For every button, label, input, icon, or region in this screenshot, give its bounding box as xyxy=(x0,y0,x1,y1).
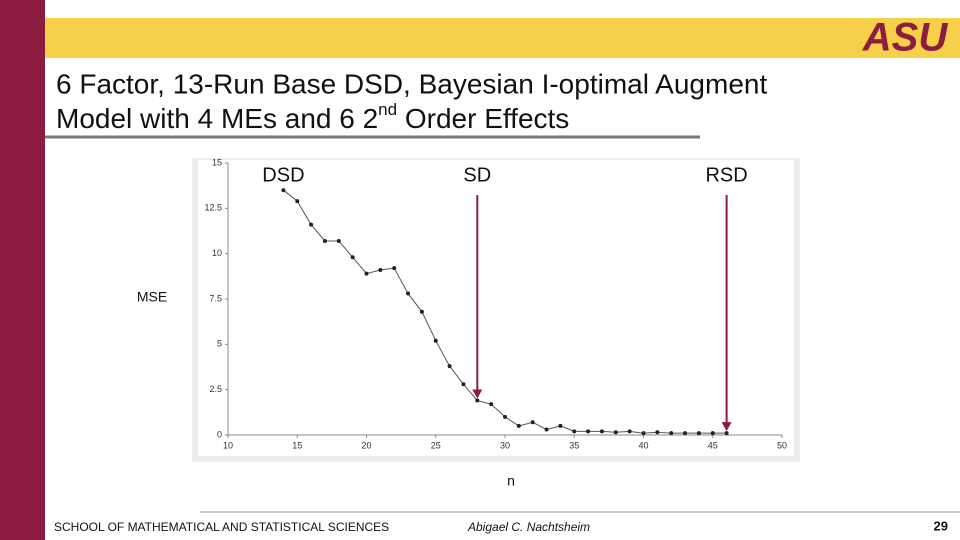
data-point xyxy=(281,188,286,193)
y-tick-label: 12.5 xyxy=(204,203,222,213)
arrow-head xyxy=(472,389,483,399)
annotation-label: SD xyxy=(463,164,491,186)
left-bar xyxy=(0,0,45,540)
title-superscript: nd xyxy=(378,100,397,119)
data-point xyxy=(350,255,355,260)
x-tick-label: 35 xyxy=(569,440,579,450)
y-tick-label: 15 xyxy=(212,157,222,167)
data-point xyxy=(392,266,397,271)
data-point xyxy=(489,402,494,407)
data-point xyxy=(710,431,715,436)
x-axis-label: n xyxy=(507,473,515,489)
plot: 0 2.5 5 7.5 10 12.5 15 10 15 20 25 30 35 40 45 50 DSD SD R… xyxy=(204,157,787,450)
data-point xyxy=(322,238,327,243)
x-tick-label: 30 xyxy=(500,440,510,450)
data-point xyxy=(655,430,660,435)
data-point xyxy=(641,431,646,436)
x-tick-label: 20 xyxy=(361,440,371,450)
x-tick-label: 15 xyxy=(292,440,302,450)
data-point xyxy=(503,414,507,419)
data-point xyxy=(295,199,300,204)
data-point xyxy=(572,429,577,434)
x-tick-label: 50 xyxy=(777,440,787,450)
annotation-label: RSD xyxy=(705,164,747,186)
data-point xyxy=(530,420,535,425)
data-point xyxy=(516,423,521,428)
x-tick-label: 25 xyxy=(431,440,441,450)
data-point xyxy=(447,364,452,369)
footer-school: SCHOOL OF MATHEMATICAL AND STATISTICAL S… xyxy=(54,520,389,534)
data-point xyxy=(599,429,604,434)
slide-title: Model with 4 MEs and 6 2nd Order Effects xyxy=(56,100,569,134)
data-point xyxy=(461,382,466,387)
data-point xyxy=(309,222,314,227)
data-point xyxy=(336,238,341,243)
data-point xyxy=(558,423,563,428)
data-point xyxy=(475,398,480,403)
title-text: Model with 4 MEs and 6 2 xyxy=(56,103,378,134)
x-tick-label: 40 xyxy=(638,440,648,450)
data-point xyxy=(627,429,632,434)
data-point xyxy=(683,431,688,436)
data-point xyxy=(378,267,383,272)
arrow-head xyxy=(721,422,732,432)
header-band xyxy=(45,18,960,58)
y-tick-label: 7.5 xyxy=(209,293,222,303)
data-point xyxy=(406,291,411,296)
slide-title: 6 Factor, 13-Run Base DSD, Bayesian I-op… xyxy=(56,68,767,99)
data-point xyxy=(544,427,549,432)
logo: ASU xyxy=(862,16,949,60)
y-axis-label: MSE xyxy=(137,289,167,305)
title-text: Order Effects xyxy=(397,103,569,134)
y-tick-label: 2.5 xyxy=(209,384,222,394)
data-point xyxy=(669,431,674,436)
data-point xyxy=(433,338,438,343)
data-point xyxy=(696,431,701,436)
y-tick-label: 0 xyxy=(217,429,222,439)
data-point xyxy=(586,429,591,434)
y-tick-label: 5 xyxy=(217,339,222,349)
plot-background xyxy=(198,160,794,456)
page-number: 29 xyxy=(934,518,948,533)
x-tick-label: 10 xyxy=(223,440,233,450)
data-point xyxy=(613,430,618,435)
data-point xyxy=(724,431,729,436)
x-tick-label: 45 xyxy=(708,440,718,450)
footer-author: Abigael C. Nachtsheim xyxy=(467,520,590,534)
y-tick-label: 10 xyxy=(212,248,222,258)
data-point xyxy=(419,309,424,314)
data-point xyxy=(364,271,369,276)
annotation-label: DSD xyxy=(262,164,304,186)
